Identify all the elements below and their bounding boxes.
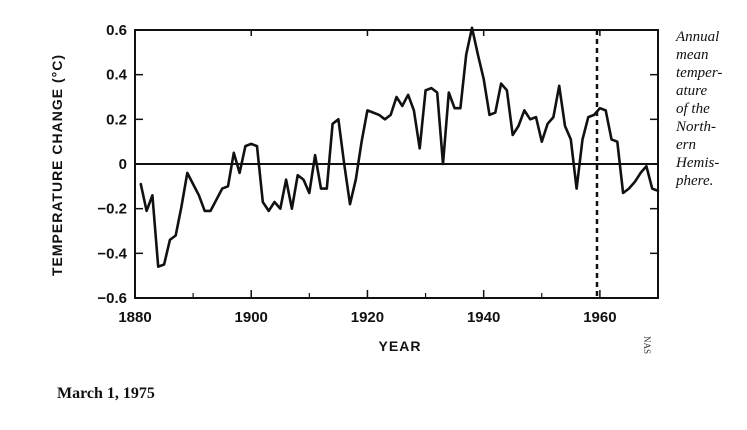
y-tick-label: 0 xyxy=(119,156,127,173)
caption-line: mean xyxy=(676,47,709,63)
caption-line: of the xyxy=(676,101,710,117)
caption-line: ature xyxy=(676,83,708,99)
y-tick-label: −0.2 xyxy=(97,201,127,218)
date-line: March 1, 1975 xyxy=(57,385,155,402)
y-tick-label: 0.4 xyxy=(106,67,128,84)
caption-line: Annual xyxy=(676,29,720,45)
caption-line: temper- xyxy=(676,65,723,81)
x-tick-label: 1960 xyxy=(583,309,616,326)
temperature-series-line xyxy=(139,26,660,269)
caption-line: phere. xyxy=(676,173,714,189)
chart-caption: Annual mean temper-ature of the North-ern Hem… xyxy=(676,28,746,190)
series-line xyxy=(139,26,660,269)
caption-line: ern xyxy=(676,137,696,153)
caption-line: Hemis- xyxy=(676,155,720,171)
x-axis-title: YEAR xyxy=(379,338,422,354)
x-tick-label: 1900 xyxy=(235,309,268,326)
x-axis-ticks: 1880 1900 1920 1940 1960 xyxy=(118,30,617,326)
y-tick-label: 0.2 xyxy=(106,111,127,128)
side-mark: NAS xyxy=(642,336,652,355)
y-tick-label: −0.6 xyxy=(97,290,127,307)
caption-line: North- xyxy=(676,119,717,135)
x-tick-label: 1940 xyxy=(467,309,500,326)
y-axis-title: TEMPERATURE CHANGE (°C) xyxy=(49,54,65,276)
y-tick-label: 0.6 xyxy=(106,22,127,39)
x-tick-label: 1920 xyxy=(351,309,384,326)
x-tick-label: 1880 xyxy=(118,309,151,326)
y-tick-label: −0.4 xyxy=(97,245,127,262)
y-axis-ticks: 0.6 0.4 0.2 0 −0.2 −0.4 −0.6 xyxy=(97,22,658,307)
